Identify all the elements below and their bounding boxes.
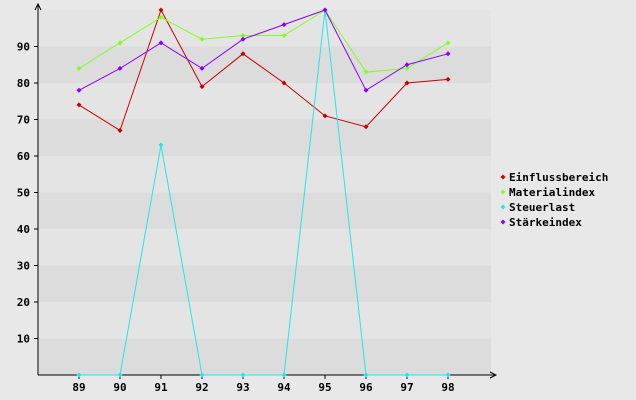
x-tick-label: 95 <box>318 381 331 394</box>
data-point <box>199 372 205 378</box>
grid-bands <box>39 10 491 375</box>
x-tick-label: 97 <box>400 381 413 394</box>
x-tick-label: 98 <box>441 381 454 394</box>
x-tick-label: 94 <box>277 381 291 394</box>
data-point <box>281 80 287 86</box>
data-point <box>322 113 328 119</box>
x-tick-label: 93 <box>236 381 249 394</box>
x-axis-arrow <box>489 371 498 379</box>
legend: Einflussbereich Materialindex Steuerlast St… <box>500 171 608 229</box>
data-point <box>158 40 164 46</box>
data-point <box>199 36 205 42</box>
grid-band <box>39 46 491 83</box>
y-tick-label: 30 <box>17 260 30 273</box>
series-1 <box>76 7 451 75</box>
data-point <box>404 372 410 378</box>
data-point <box>404 62 410 68</box>
legend-label: Steuerlast <box>509 201 575 214</box>
x-tick-label: 96 <box>359 381 373 394</box>
x-tick-label: 91 <box>154 381 168 394</box>
y-axis-arrow <box>34 2 42 11</box>
data-point <box>281 372 287 378</box>
y-tick-label: 20 <box>17 296 30 309</box>
data-point <box>158 7 164 13</box>
data-point <box>445 51 451 57</box>
grid-band <box>39 83 491 120</box>
data-point <box>117 40 123 46</box>
y-tick-label: 10 <box>17 333 30 346</box>
data-point <box>199 65 205 71</box>
data-point <box>445 40 451 46</box>
legend-label: Materialindex <box>509 186 595 199</box>
y-tick-label: 60 <box>17 150 30 163</box>
y-tick-label: 50 <box>17 187 30 200</box>
data-point <box>445 372 451 378</box>
series-0 <box>76 7 451 133</box>
legend-marker <box>500 204 506 210</box>
grid-band <box>39 265 491 302</box>
legend-label: Einflussbereich <box>509 171 608 184</box>
data-point <box>281 33 287 39</box>
series-line <box>79 9 448 376</box>
grid-band <box>39 119 491 156</box>
data-point <box>117 127 123 133</box>
data-point <box>76 87 82 93</box>
legend-marker <box>500 174 506 180</box>
data-point <box>404 80 410 86</box>
data-point <box>363 69 369 75</box>
grid-band <box>39 156 491 193</box>
series-line <box>78 9 449 92</box>
legend-marker <box>500 189 506 195</box>
data-point <box>240 51 246 57</box>
data-point <box>158 14 164 20</box>
series-line <box>78 9 449 73</box>
data-point <box>76 372 82 378</box>
y-tick-label: 90 <box>17 41 30 54</box>
data-point <box>404 65 410 71</box>
data-point <box>240 33 246 39</box>
data-point <box>76 65 82 71</box>
data-point <box>363 87 369 93</box>
data-point <box>117 372 123 378</box>
data-point <box>76 102 82 108</box>
data-point <box>322 7 328 13</box>
data-point <box>158 142 164 148</box>
legend-label: Stärkeindex <box>509 216 582 229</box>
data-point <box>240 372 246 378</box>
data-point <box>117 65 123 71</box>
y-tick-label: 40 <box>17 223 30 236</box>
data-point <box>240 36 246 42</box>
x-tick-label: 92 <box>195 381 208 394</box>
y-tick-label: 70 <box>17 114 30 127</box>
grid-band <box>39 302 491 339</box>
data-point <box>363 372 369 378</box>
series-line <box>78 8 449 132</box>
series-3 <box>76 7 451 93</box>
grid-band <box>39 10 491 47</box>
data-point <box>199 84 205 90</box>
x-tick-label: 90 <box>113 381 126 394</box>
data-point <box>363 124 369 130</box>
grid-band <box>39 192 491 229</box>
data-point <box>445 76 451 82</box>
data-point <box>281 22 287 28</box>
grid-band <box>39 338 491 375</box>
y-tick-label: 80 <box>17 77 30 90</box>
x-tick-label: 89 <box>72 381 85 394</box>
grid-band <box>39 229 491 266</box>
legend-marker <box>500 219 506 225</box>
